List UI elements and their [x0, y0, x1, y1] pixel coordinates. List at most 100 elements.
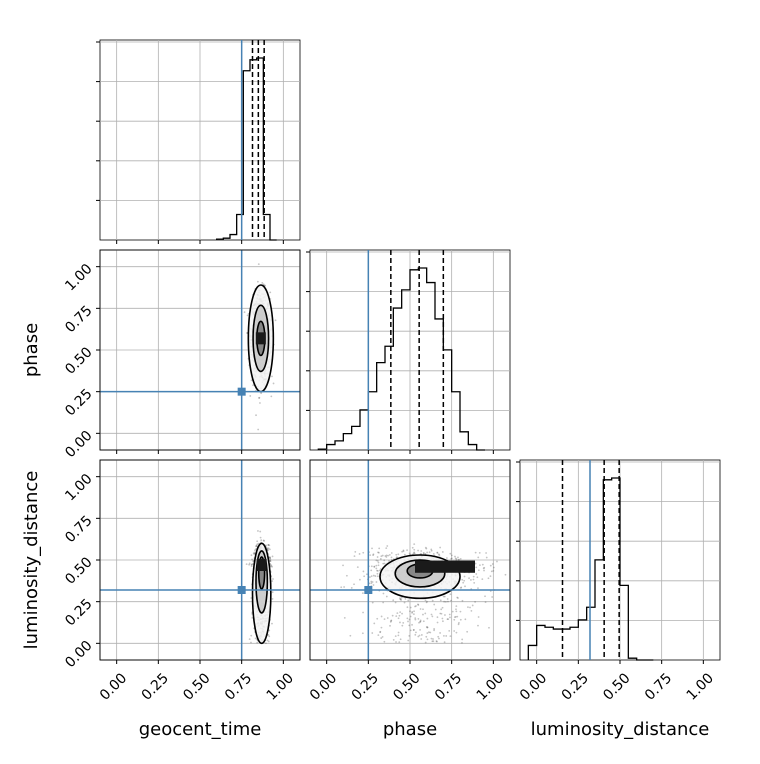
- sample-point: [265, 642, 267, 645]
- joint-density: [245, 530, 274, 645]
- sample-point: [254, 548, 257, 551]
- sample-point: [422, 552, 425, 555]
- sample-point: [260, 392, 263, 395]
- sample-point: [453, 616, 456, 619]
- sample-point: [258, 396, 261, 399]
- sample-point: [265, 544, 268, 547]
- sample-point: [395, 556, 398, 559]
- sample-point: [264, 284, 266, 287]
- sample-point: [399, 598, 402, 601]
- sample-point: [375, 581, 378, 583]
- x-tick-label: 0.50: [180, 670, 213, 703]
- sample-point: [426, 600, 428, 603]
- sample-point: [425, 626, 428, 628]
- sample-point: [415, 631, 417, 634]
- sample-point: [477, 624, 479, 627]
- sample-point: [444, 614, 446, 616]
- sample-point: [422, 608, 424, 611]
- sample-point: [441, 617, 444, 620]
- sample-point: [433, 603, 436, 606]
- sample-point: [377, 561, 380, 564]
- sample-point: [417, 617, 420, 620]
- sample-point: [408, 618, 411, 621]
- sample-point: [262, 539, 265, 542]
- sample-point: [491, 563, 494, 565]
- sample-point: [435, 640, 438, 643]
- sample-point: [492, 569, 495, 572]
- sample-point: [379, 568, 382, 570]
- sample-point: [371, 632, 374, 634]
- y-tick-label: 0.00: [62, 428, 95, 461]
- sample-point: [245, 563, 248, 566]
- sample-point: [269, 557, 271, 560]
- sample-point: [412, 629, 415, 631]
- sample-point: [253, 551, 256, 554]
- sample-point: [375, 567, 378, 570]
- hist-panel-geocent_time: [96, 39, 301, 244]
- sample-point: [380, 615, 383, 618]
- truth-marker: [237, 387, 246, 396]
- sample-point: [411, 546, 414, 549]
- sample-point: [469, 579, 472, 581]
- sample-point: [469, 606, 471, 609]
- sample-point: [449, 593, 452, 596]
- sample-point: [369, 554, 372, 557]
- sample-point: [454, 555, 456, 558]
- sample-point: [267, 544, 270, 546]
- sample-point: [271, 580, 274, 582]
- sample-point: [425, 601, 428, 604]
- joint-panel-geocent_time-phase: [96, 249, 301, 454]
- sample-point: [477, 569, 480, 572]
- sample-point: [432, 640, 435, 643]
- sample-point: [430, 548, 433, 551]
- hist-panel-luminosity_distance: [516, 459, 721, 664]
- x-axis-label-geocent_time: geocent_time: [139, 719, 262, 740]
- sample-point: [466, 630, 469, 633]
- sample-point: [482, 567, 485, 570]
- sample-point: [413, 548, 416, 551]
- sample-point: [376, 569, 378, 572]
- x-tick-label: 0.25: [349, 670, 382, 703]
- sample-point: [269, 560, 272, 563]
- y-tick-label: 0.75: [62, 303, 95, 336]
- sample-point: [359, 578, 361, 581]
- sample-point: [383, 640, 386, 643]
- sample-point: [453, 630, 456, 632]
- sample-point: [484, 595, 486, 598]
- sample-point: [376, 572, 379, 575]
- sample-point: [388, 560, 390, 562]
- sample-point: [455, 605, 458, 608]
- sample-point: [377, 564, 380, 567]
- sample-point: [455, 608, 457, 611]
- sample-point: [400, 596, 403, 599]
- sample-point: [481, 563, 484, 566]
- sample-point: [442, 634, 445, 637]
- sample-point: [362, 570, 365, 573]
- sample-point: [412, 552, 415, 555]
- sample-point: [504, 573, 507, 576]
- sample-point: [441, 551, 444, 553]
- sample-point: [271, 598, 274, 600]
- sample-point: [431, 640, 434, 643]
- sample-point: [485, 556, 488, 559]
- sample-point: [385, 554, 388, 557]
- sample-point: [449, 552, 452, 555]
- sample-point: [426, 551, 429, 554]
- sample-point: [255, 545, 257, 548]
- sample-point: [489, 575, 492, 578]
- sample-point: [396, 612, 399, 615]
- sample-point: [451, 557, 453, 560]
- sample-point: [457, 559, 460, 561]
- sample-point: [413, 552, 416, 555]
- sample-point: [408, 552, 411, 555]
- x-tick-label: 0.75: [432, 670, 465, 703]
- sample-point: [468, 577, 470, 580]
- sample-point: [379, 630, 382, 633]
- hist-step-line: [527, 477, 654, 661]
- sample-point: [402, 550, 405, 553]
- sample-point: [487, 577, 490, 580]
- sample-point: [437, 635, 440, 638]
- sample-point: [475, 566, 478, 569]
- sample-point: [491, 596, 494, 598]
- sample-point: [397, 617, 400, 620]
